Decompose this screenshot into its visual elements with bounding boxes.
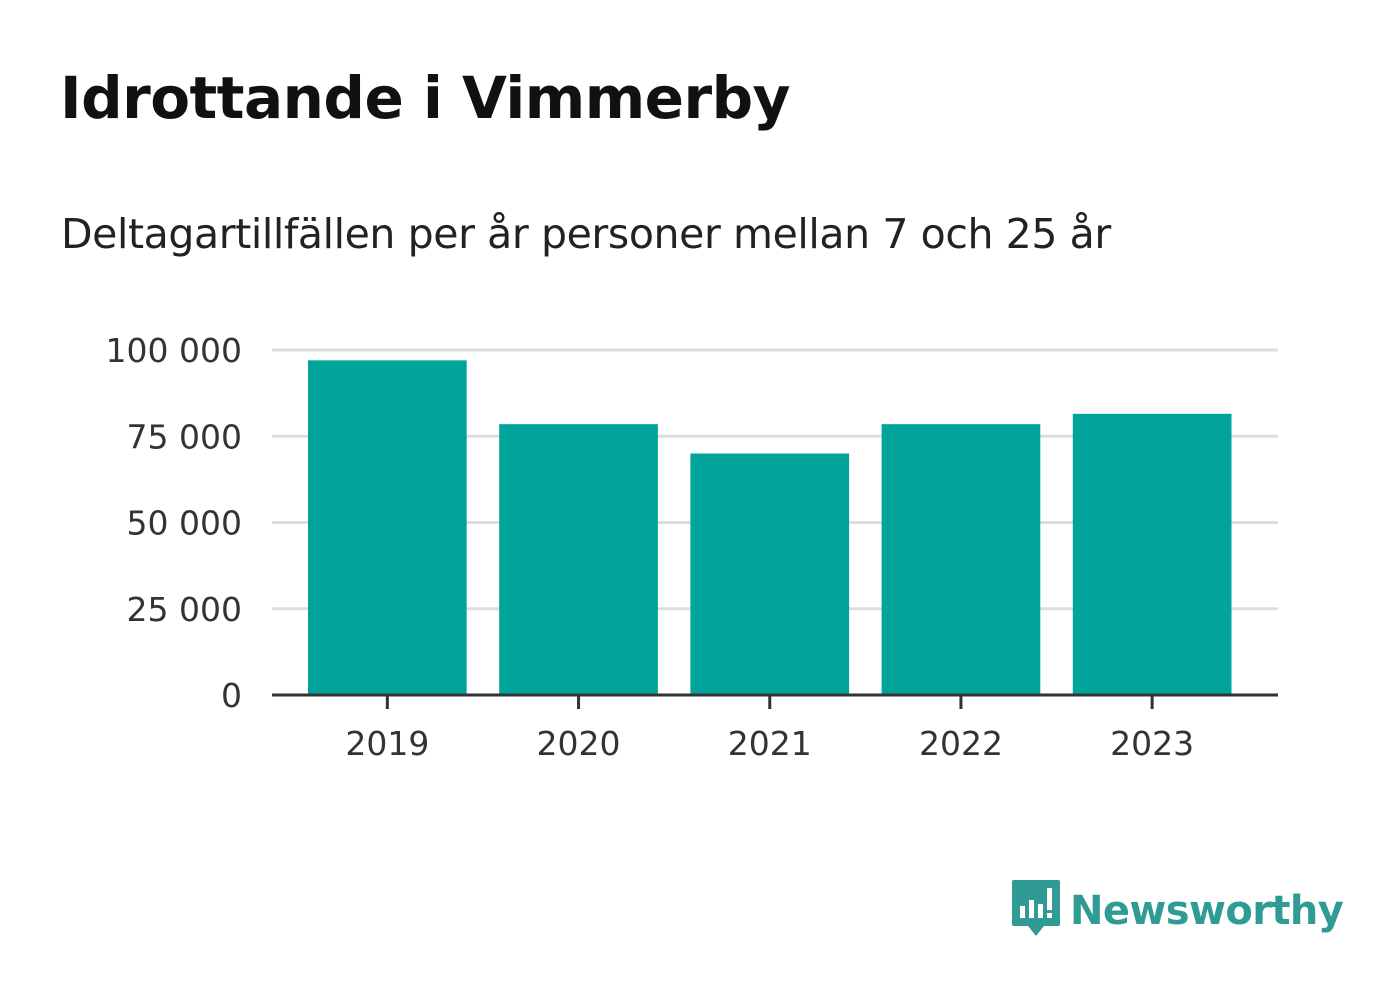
chart-subtitle: Deltagartillfällen per år personer mella… — [61, 210, 1111, 258]
bar-chart-speech-bubble-icon — [1010, 878, 1062, 944]
y-tick-label: 100 000 — [106, 331, 242, 370]
x-tick-label: 2022 — [919, 724, 1003, 763]
bar-2019 — [308, 360, 467, 695]
x-tick-label: 2019 — [345, 724, 429, 763]
x-tick-label: 2021 — [728, 724, 812, 763]
y-tick-label: 25 000 — [127, 590, 242, 629]
chart-title: Idrottande i Vimmerby — [60, 64, 790, 132]
newsworthy-wordmark: Newsworthy — [1070, 888, 1344, 934]
bars — [308, 360, 1232, 695]
y-tick-label: 75 000 — [127, 417, 242, 456]
y-tick-label: 0 — [221, 676, 242, 715]
x-tick-label: 2023 — [1110, 724, 1194, 763]
bar-2021 — [690, 453, 850, 695]
y-tick-label: 50 000 — [127, 504, 242, 543]
newsworthy-logo: Newsworthy — [1010, 878, 1344, 944]
axes — [272, 693, 1278, 709]
x-tick-label: 2020 — [537, 724, 621, 763]
bar-2023 — [1072, 413, 1232, 695]
tick-labels: 0 25 000 50 000 75 000 100 000 2019 2020 2021 20… — [106, 331, 1195, 763]
bar-2020 — [499, 424, 658, 695]
bar-2022 — [881, 424, 1041, 695]
